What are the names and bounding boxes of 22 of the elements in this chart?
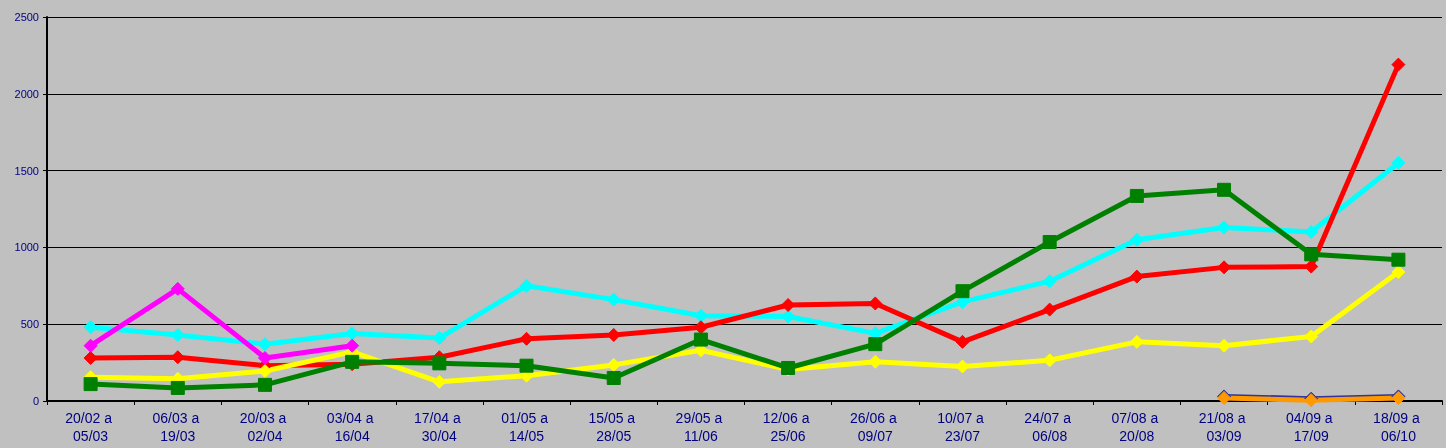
x-tick-label: 07/08 a 20/08 xyxy=(1111,410,1163,444)
y-tick-label: 1000 xyxy=(14,241,39,254)
x-tick-label: 26/06 a 09/07 xyxy=(849,410,901,444)
x-tick-label: 20/03 a 02/04 xyxy=(239,410,291,444)
x-tick-label: 17/04 a 30/04 xyxy=(414,410,465,444)
x-tick-label: 06/03 a 19/03 xyxy=(152,410,204,444)
x-tick-label: 01/05 a 14/05 xyxy=(501,410,552,444)
x-tick-label: 12/06 a 25/06 xyxy=(762,410,814,444)
x-tick-label: 15/05 a 28/05 xyxy=(588,410,640,444)
x-tick-label: 04/09 a 17/09 xyxy=(1285,410,1337,444)
y-tick-label: 0 xyxy=(32,395,39,407)
x-tick-label: 03/04 a 16/04 xyxy=(326,410,378,444)
x-tick-label: 18/09 a 06/10 xyxy=(1373,410,1424,444)
y-tick-label: 2000 xyxy=(14,87,39,100)
y-tick-label: 500 xyxy=(20,318,39,331)
x-tick-label: 24/07 a 06/08 xyxy=(1024,410,1075,444)
y-tick-label: 2500 xyxy=(14,11,39,23)
x-tick-label: 21/08 a 03/09 xyxy=(1198,410,1250,444)
x-tick-label: 29/05 a 11/06 xyxy=(675,410,727,444)
x-tick-label: 10/07 a 23/07 xyxy=(937,410,988,444)
x-tick-label: 20/02 a 05/03 xyxy=(65,410,116,444)
y-tick-label: 1500 xyxy=(14,164,39,177)
